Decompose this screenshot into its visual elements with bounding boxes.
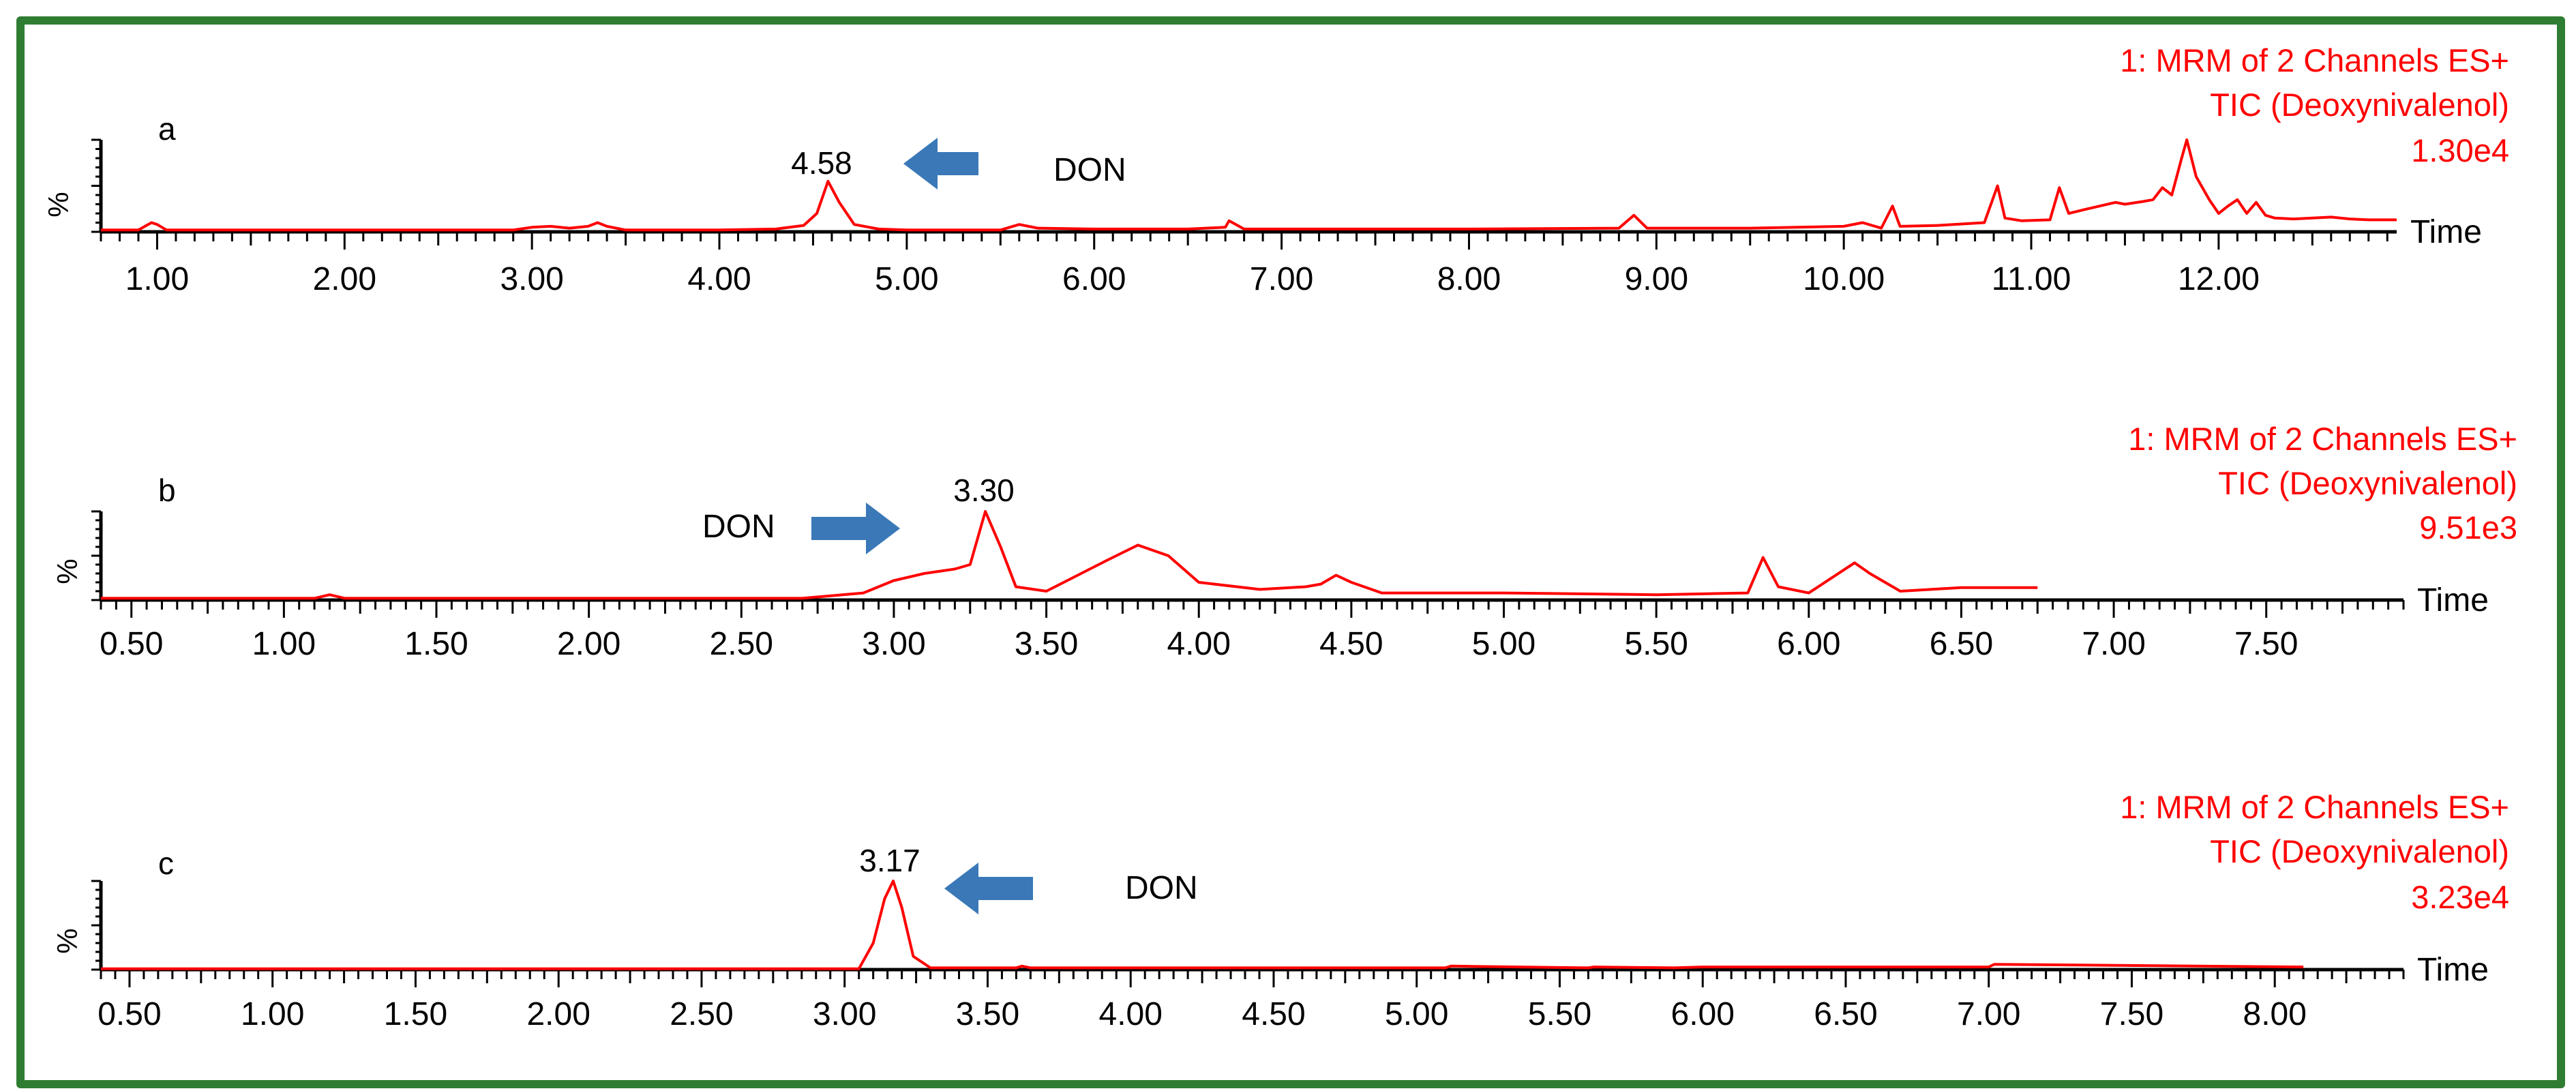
chromatogram-trace	[101, 138, 2397, 232]
x-tick-label: 6.50	[1814, 996, 1877, 1032]
x-tick-label: 2.50	[710, 626, 773, 662]
x-tick-label: 4.50	[1319, 626, 1383, 662]
x-tick-label: 5.00	[875, 261, 938, 297]
panel-label: c	[158, 846, 174, 881]
panel-header-line: TIC (Deoxynivalenol)	[2218, 465, 2517, 501]
x-tick-label: 7.00	[1957, 996, 2020, 1032]
panel-header-line: TIC (Deoxynivalenol)	[2210, 87, 2509, 123]
y-axis-label: %	[42, 192, 74, 217]
x-tick-label: 0.50	[98, 996, 161, 1032]
x-tick-label: 6.00	[1671, 996, 1735, 1032]
panel-header-line: 9.51e3	[2419, 509, 2517, 546]
x-tick-label: 4.50	[1242, 996, 1305, 1032]
x-tick-label: 7.00	[1250, 261, 1313, 297]
x-tick-label: 4.00	[687, 261, 751, 297]
peak-label: 3.30	[953, 473, 1015, 508]
y-axis-label: %	[51, 928, 83, 953]
x-tick-label: 1.50	[384, 996, 447, 1032]
panel-header-line: 1: MRM of 2 Channels ES+	[2128, 421, 2517, 457]
x-tick-label: 0.50	[100, 626, 163, 662]
x-tick-label: 6.00	[1777, 626, 1840, 662]
x-axis-label: Time	[2417, 952, 2489, 988]
x-axis-label: Time	[2410, 214, 2482, 250]
peak-label: 4.58	[791, 145, 852, 181]
x-tick-label: 8.00	[2243, 996, 2307, 1032]
x-tick-label: 2.00	[526, 996, 590, 1032]
x-tick-label: 7.50	[2234, 626, 2298, 662]
chart-panel-a: 1: MRM of 2 Channels ES+ TIC (Deoxynivale…	[42, 42, 2509, 297]
don-annotation-label: DON	[1053, 152, 1126, 188]
x-tick-label: 1.00	[252, 626, 316, 662]
x-tick-label: 8.00	[1437, 261, 1501, 297]
panel-header-line: 3.23e4	[2411, 879, 2509, 915]
x-tick-label: 2.00	[557, 626, 620, 662]
chart-panel-c: 1: MRM of 2 Channels ES+ TIC (Deoxynivale…	[51, 789, 2509, 1032]
x-tick-label: 1.00	[241, 996, 304, 1032]
x-tick-label: 2.50	[670, 996, 733, 1032]
x-tick-label: 3.00	[500, 261, 563, 297]
panel-header-line: 1: MRM of 2 Channels ES+	[2120, 42, 2509, 78]
x-tick-label: 6.00	[1062, 261, 1126, 297]
panel-header-line: 1: MRM of 2 Channels ES+	[2120, 789, 2509, 825]
x-tick-label: 11.00	[1992, 261, 2071, 297]
x-tick-label: 5.00	[1472, 626, 1536, 662]
x-tick-label: 3.00	[862, 626, 925, 662]
x-tick-label: 2.00	[313, 261, 376, 297]
x-tick-label: 12.00	[2178, 261, 2260, 297]
x-tick-label: 5.50	[1624, 626, 1688, 662]
don-annotation-label: DON	[1125, 870, 1198, 906]
chromatogram-trace	[101, 510, 2038, 600]
x-axis-label: Time	[2417, 582, 2489, 618]
x-tick-label: 4.00	[1167, 626, 1231, 662]
x-tick-label: 1.50	[404, 626, 468, 662]
figure-frame	[16, 16, 2565, 1088]
don-annotation-label: DON	[702, 509, 775, 545]
panel-label: a	[158, 111, 176, 147]
panel-header-line: 1.30e4	[2411, 132, 2509, 168]
annotation-arrow	[944, 863, 1033, 914]
x-tick-label: 5.50	[1528, 996, 1591, 1032]
x-tick-label: 3.50	[956, 996, 1019, 1032]
annotation-arrow	[903, 138, 978, 190]
x-tick-label: 7.00	[2082, 626, 2145, 662]
x-tick-label: 1.00	[125, 261, 189, 297]
x-tick-label: 4.00	[1099, 996, 1163, 1032]
annotation-arrow	[811, 503, 900, 554]
panel-label: b	[158, 473, 176, 508]
panel-header-line: TIC (Deoxynivalenol)	[2210, 833, 2509, 869]
x-tick-label: 9.00	[1625, 261, 1688, 297]
x-tick-label: 3.50	[1015, 626, 1078, 662]
chart-panel-b: 1: MRM of 2 Channels ES+ TIC (Deoxynivale…	[51, 421, 2517, 662]
x-tick-label: 6.50	[1930, 626, 1993, 662]
x-tick-label: 3.00	[813, 996, 876, 1032]
chromatogram-trace	[101, 880, 2304, 970]
peak-label: 3.17	[859, 843, 920, 878]
x-tick-label: 5.00	[1385, 996, 1448, 1032]
x-tick-label: 7.50	[2100, 996, 2163, 1032]
x-tick-label: 10.00	[1803, 261, 1885, 297]
y-axis-label: %	[51, 558, 83, 584]
